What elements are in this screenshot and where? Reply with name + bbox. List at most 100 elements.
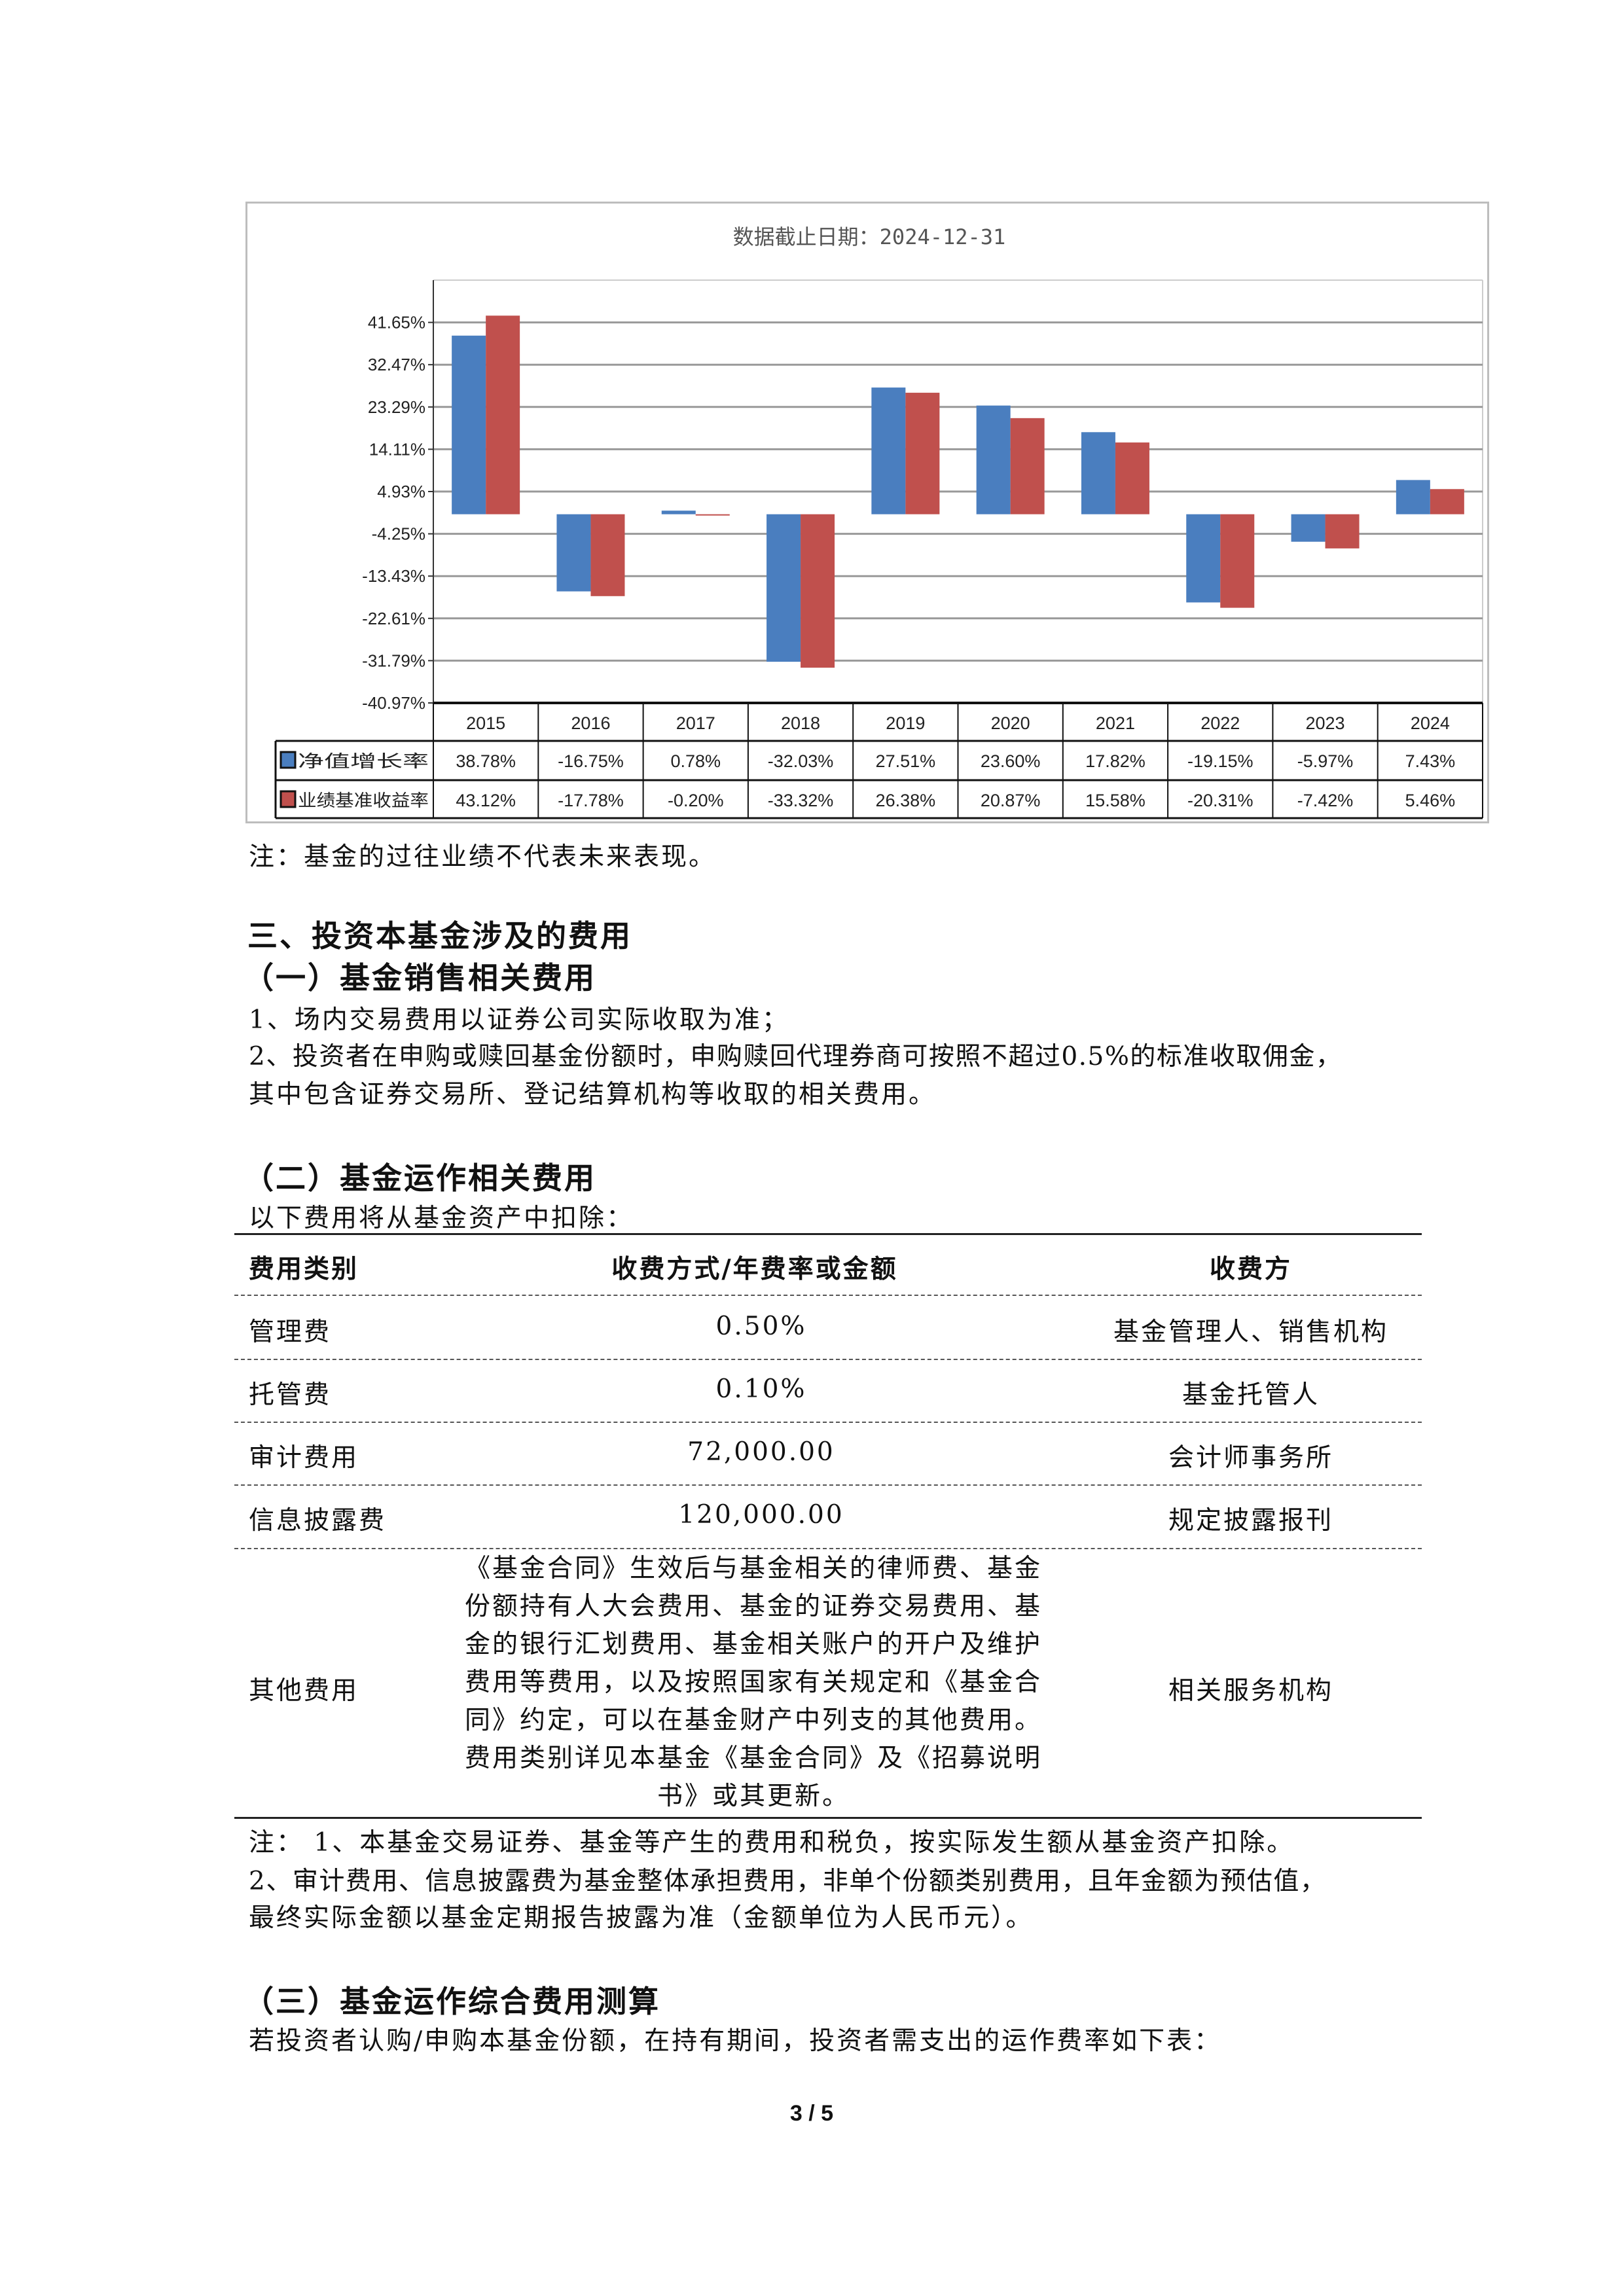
bar-nav-growth-2016 <box>556 514 591 592</box>
fee-type: 其他费用 <box>249 1676 359 1706</box>
data-label: -0.20% <box>668 791 724 810</box>
data-label: 20.87% <box>981 791 1041 810</box>
bar-benchmark-2022 <box>1220 514 1255 608</box>
bar-benchmark-2015 <box>486 315 520 514</box>
bar-nav-growth-2015 <box>452 335 486 514</box>
x-category-label: 2015 <box>466 713 505 733</box>
bar-benchmark-2016 <box>590 514 625 596</box>
fee-note-1: 注： 1、本基金交易证券、基金等产生的费用和税负，按实际发生额从基金资产扣除。 <box>249 1828 1295 1857</box>
data-label: -33.32% <box>768 791 834 810</box>
x-category-label: 2016 <box>571 713 610 733</box>
subsection-3-title: （三）基金运作综合费用测算 <box>244 1984 660 2019</box>
header-payee: 收费方 <box>1209 1254 1293 1284</box>
bar-nav-growth-2021 <box>1081 432 1115 514</box>
bar-nav-growth-2020 <box>976 405 1011 514</box>
y-tick-label: 14.11% <box>369 439 425 459</box>
legend-swatch-benchmark <box>280 790 297 808</box>
fee-rate: 120,000.00 <box>678 1500 844 1530</box>
data-label: -16.75% <box>558 751 624 771</box>
header-fee-type: 费用类别 <box>249 1254 359 1284</box>
legend-swatch-nav-growth <box>280 751 297 769</box>
y-tick-label: 4.93% <box>377 482 425 501</box>
y-tick-label: -22.61% <box>362 609 425 628</box>
data-label: 0.78% <box>670 751 721 771</box>
chart-title: 数据截止日期：2024-12-31 <box>733 224 1006 249</box>
fee-rate: 0.50% <box>715 1312 807 1341</box>
x-category-label: 2023 <box>1306 713 1345 733</box>
fee-note-2: 2、审计费用、信息披露费为基金整体承担费用，非单个份额类别费用，且年金额为预估值… <box>249 1867 1327 1896</box>
x-category-label: 2018 <box>781 713 820 733</box>
fee-payee: 基金管理人、销售机构 <box>1113 1318 1389 1347</box>
y-tick-label: 32.47% <box>368 355 425 374</box>
data-label: 7.43% <box>1405 751 1456 771</box>
data-label: 5.46% <box>1405 791 1456 810</box>
chart-note: 注：基金的过往业绩不代表未来表现。 <box>249 842 717 872</box>
y-tick-label: -13.43% <box>362 566 425 586</box>
data-label: 27.51% <box>876 751 936 771</box>
x-category-label: 2020 <box>991 713 1030 733</box>
y-tick-label: 23.29% <box>368 397 425 417</box>
data-label: 17.82% <box>1085 751 1146 771</box>
fee-rate: 《基金合同》生效后与基金相关的律师费、基金份额持有人大会费用、基金的证券交易费用… <box>464 1554 1042 1811</box>
data-label: -17.78% <box>558 791 624 810</box>
y-tick-label: -4.25% <box>372 524 425 544</box>
data-label: -19.15% <box>1187 751 1254 771</box>
header-fee-method: 收费方式/年费率或金额 <box>611 1254 898 1284</box>
bar-benchmark-2021 <box>1115 442 1149 514</box>
row-divider <box>234 1295 1422 1296</box>
operating-cost-intro: 若投资者认购/申购本基金份额，在持有期间，投资者需支出的运作费率如下表： <box>249 2026 1222 2056</box>
bar-nav-growth-2024 <box>1396 480 1430 514</box>
bar-benchmark-2020 <box>1010 418 1045 514</box>
subsection-2-title: （二）基金运作相关费用 <box>244 1160 596 1196</box>
data-label: 43.12% <box>456 791 516 810</box>
section-title: 三、投资本基金涉及的费用 <box>247 918 632 954</box>
fee-type: 管理费 <box>249 1318 332 1347</box>
fee-payee: 会计师事务所 <box>1168 1443 1334 1473</box>
bar-nav-growth-2018 <box>767 514 801 662</box>
data-label: 26.38% <box>876 791 936 810</box>
fee-payee: 基金托管人 <box>1182 1380 1320 1410</box>
x-category-label: 2019 <box>886 713 925 733</box>
data-label: -5.97% <box>1297 751 1354 771</box>
fee-payee: 规定披露报刊 <box>1168 1506 1334 1535</box>
page-number: 3 / 5 <box>789 2101 834 2126</box>
row-divider <box>234 1359 1422 1360</box>
fee-rate: 0.10% <box>715 1374 807 1404</box>
performance-chart: 数据截止日期：2024-12-31 41.65% 32.47% 23.29% 14.11… <box>245 202 1489 823</box>
fee-type: 托管费 <box>249 1380 332 1410</box>
x-category-label: 2024 <box>1411 713 1450 733</box>
x-category-label: 2022 <box>1200 713 1240 733</box>
data-label: -7.42% <box>1297 791 1354 810</box>
fee-rate: 72,000.00 <box>687 1437 835 1467</box>
y-tick-label: 41.65% <box>368 313 425 332</box>
chart-canvas: 数据截止日期：2024-12-31 41.65% 32.47% 23.29% 14.11… <box>274 224 1483 819</box>
legend-label: 净值增长率 <box>298 752 429 772</box>
sales-fee-line-1: 1、场内交易费用以证券公司实际收取为准； <box>249 1005 789 1035</box>
bar-nav-growth-2019 <box>871 387 906 514</box>
bar-nav-growth-2023 <box>1291 514 1326 542</box>
data-label: -32.03% <box>768 751 834 771</box>
legend-label: 业绩基准收益率 <box>298 791 429 811</box>
bar-benchmark-2023 <box>1325 514 1360 548</box>
data-label: 15.58% <box>1085 791 1146 810</box>
data-label: -20.31% <box>1187 791 1254 810</box>
row-divider <box>234 1548 1422 1549</box>
bar-nav-growth-2022 <box>1186 514 1221 603</box>
row-divider <box>234 1484 1422 1486</box>
sales-fee-line-2: 2、投资者在申购或赎回基金份额时，申购赎回代理券商可按照不超过0.5%的标准收取… <box>249 1042 1343 1071</box>
bar-benchmark-2017 <box>695 514 730 516</box>
data-label: 38.78% <box>456 751 516 771</box>
fee-type: 信息披露费 <box>249 1506 387 1535</box>
operating-fee-intro: 以下费用将从基金资产中扣除： <box>249 1204 634 1233</box>
subsection-1-title: （一）基金销售相关费用 <box>244 960 596 996</box>
sales-fee-line-3: 其中包含证券交易所、登记结算机构等收取的相关费用。 <box>249 1080 937 1109</box>
bar-benchmark-2024 <box>1430 489 1464 514</box>
y-tick-label: -31.79% <box>362 651 425 670</box>
bar-benchmark-2019 <box>905 393 940 514</box>
fee-note-3: 最终实际金额以基金定期报告披露为准（金额单位为人民币元）。 <box>249 1903 1034 1933</box>
data-label: 23.60% <box>981 751 1041 771</box>
row-divider <box>234 1422 1422 1423</box>
table-top-rule <box>234 1233 1422 1235</box>
x-category-label: 2021 <box>1096 713 1135 733</box>
bar-benchmark-2018 <box>801 514 835 668</box>
